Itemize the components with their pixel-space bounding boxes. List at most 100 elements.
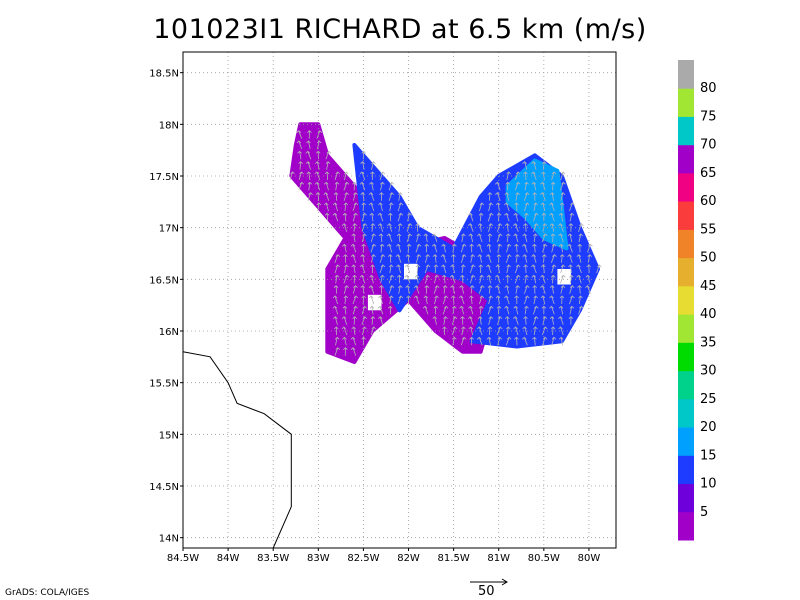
wind-vector — [298, 161, 303, 170]
wind-vector — [506, 336, 512, 346]
wind-vector — [379, 171, 386, 181]
wind-vector — [559, 202, 565, 212]
wind-vector — [360, 254, 365, 263]
wind-vector — [397, 295, 404, 305]
wind-vector — [352, 181, 357, 191]
wind-vector — [514, 243, 519, 253]
wind-vector — [487, 285, 493, 294]
wind-vector — [442, 326, 447, 336]
wind-vector — [541, 212, 547, 222]
wind-vector — [370, 316, 376, 325]
wind-vector — [415, 264, 421, 274]
y-tick-label: 14N — [159, 534, 179, 545]
wind-vector — [540, 181, 546, 191]
wind-vector — [369, 274, 374, 284]
wind-vector — [568, 223, 574, 232]
wind-vector — [342, 336, 347, 346]
colorbar-label: 40 — [700, 307, 717, 322]
wind-vector — [515, 192, 520, 201]
wind-vector — [497, 336, 503, 346]
wind-vector — [442, 295, 449, 305]
colorbar-label: 50 — [700, 251, 717, 266]
wind-vector — [369, 181, 374, 191]
wind-vector — [551, 264, 557, 274]
wind-vector — [368, 295, 375, 305]
wind-vector — [332, 305, 339, 315]
wind-vector — [461, 233, 466, 243]
wind-vector — [505, 316, 510, 325]
wind-vector — [513, 223, 519, 232]
wind-vector — [450, 285, 456, 294]
wind-vector — [495, 202, 501, 212]
wind-vector — [441, 243, 446, 253]
wind-vector — [524, 305, 529, 315]
wind-vector — [442, 285, 448, 294]
wind-vector — [397, 202, 404, 212]
wind-vector — [533, 295, 538, 305]
colorbar-segment — [678, 398, 694, 428]
wind-vector — [496, 212, 502, 222]
wind-vector — [469, 285, 475, 294]
wind-vector — [370, 223, 376, 232]
wind-vector — [551, 171, 557, 181]
colorbar-segment — [678, 483, 694, 513]
colorbar-label: 60 — [700, 194, 717, 209]
wind-vector — [423, 233, 429, 243]
wind-vector — [513, 316, 519, 325]
wind-vector — [569, 274, 574, 284]
wind-vector — [378, 295, 383, 305]
wind-vector — [315, 161, 320, 170]
wind-vector — [551, 336, 557, 346]
wind-vector — [549, 285, 555, 294]
wind-vector — [524, 202, 530, 212]
wind-vector — [488, 316, 494, 325]
wind-vector — [497, 223, 503, 232]
wind-vector — [460, 274, 465, 284]
colorbar-label: 30 — [700, 364, 717, 379]
wind-vector — [479, 274, 484, 284]
wind-vector — [458, 295, 465, 305]
wind-vector — [478, 212, 484, 222]
wind-vector — [477, 223, 483, 232]
y-tick-label: 16.5N — [149, 275, 179, 286]
wind-vector — [341, 316, 348, 325]
wind-vector — [567, 233, 573, 243]
wind-vector — [568, 264, 573, 274]
y-tick-label: 17N — [159, 224, 179, 235]
wind-vector — [324, 212, 330, 222]
wind-vector — [334, 264, 340, 274]
wind-vector — [487, 192, 493, 201]
wind-vector — [567, 243, 573, 253]
wind-vector — [307, 192, 313, 201]
wind-vector — [469, 336, 474, 346]
x-tick-label: 80W — [578, 553, 601, 564]
wind-vector — [334, 171, 340, 181]
x-tick-label: 81.5W — [438, 553, 470, 564]
wind-vector — [371, 161, 376, 170]
wind-vector — [522, 243, 528, 253]
wind-vector — [387, 305, 393, 315]
wind-vector — [369, 212, 375, 222]
wind-vector — [523, 171, 528, 181]
wind-vector — [332, 295, 338, 305]
wind-vector — [334, 254, 341, 263]
wind-vector — [515, 254, 520, 263]
wind-vector — [424, 285, 430, 294]
wind-vector — [506, 264, 511, 274]
wind-vector — [532, 192, 537, 201]
wind-vector — [533, 212, 539, 222]
x-tick-label: 80.5W — [528, 553, 560, 564]
wind-vector — [297, 150, 302, 160]
y-tick-label: 18.5N — [149, 69, 179, 80]
wind-vector — [532, 336, 537, 346]
wind-vector — [389, 202, 394, 212]
wind-vector — [460, 243, 467, 253]
wind-vector — [560, 274, 566, 284]
wind-vector — [467, 316, 474, 325]
wind-vector — [461, 326, 466, 336]
wind-vector — [334, 274, 340, 284]
wind-vector — [334, 347, 341, 356]
wind-vector — [396, 264, 401, 274]
wind-vector — [550, 233, 556, 243]
